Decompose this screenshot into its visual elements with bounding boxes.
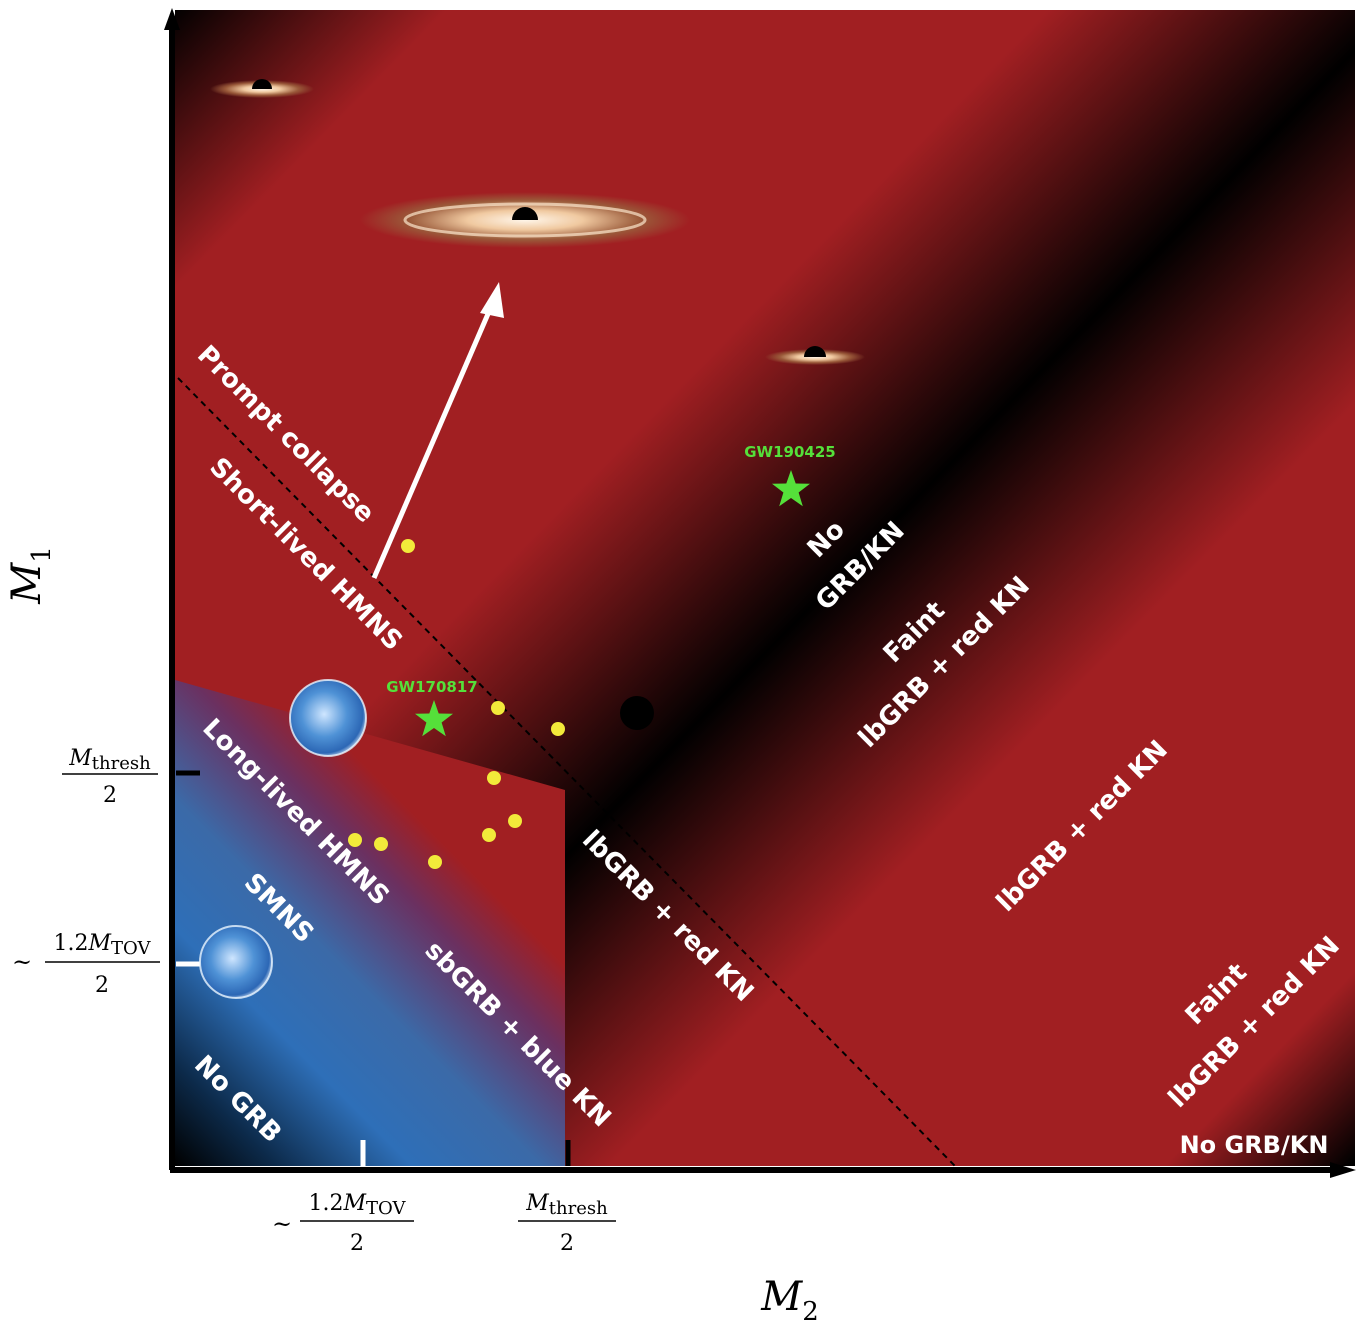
black-hole-icon <box>210 79 314 98</box>
y-tick-label-tov: ~ 1.2MTOV 2 <box>12 931 160 998</box>
svg-text:Mthresh: Mthresh <box>68 746 151 774</box>
y-axis-title: M1 <box>4 546 57 605</box>
collapse-arrow-icon <box>371 282 504 579</box>
gw170817-star-icon <box>415 700 453 737</box>
threshold-line <box>177 377 956 1167</box>
svg-text:2: 2 <box>95 973 109 998</box>
svg-text:2: 2 <box>560 1231 574 1256</box>
simulation-point <box>401 539 415 553</box>
y-axis <box>164 8 180 1170</box>
svg-text:1.2MTOV: 1.2MTOV <box>54 931 152 959</box>
svg-text:~: ~ <box>12 948 32 976</box>
simulation-point <box>348 833 362 847</box>
gw190425-label: GW190425 <box>744 443 835 461</box>
black-hole-icon <box>360 192 690 248</box>
no-grbkn-corner-label: No GRB/KN <box>1180 1131 1329 1159</box>
svg-text:~: ~ <box>272 1210 292 1238</box>
neutron-star-icon <box>289 679 367 757</box>
gw170817-label: GW170817 <box>386 678 477 696</box>
x-axis <box>170 1162 1356 1178</box>
neutron-star-icon <box>199 925 273 999</box>
x-tick-label-tov: ~ 1.2MTOV 2 <box>272 1191 414 1256</box>
simulation-point <box>551 722 565 736</box>
x-axis-title: M2 <box>760 1274 819 1327</box>
simulation-points <box>348 539 565 869</box>
x-tick-label-thresh: Mthresh 2 <box>518 1191 616 1256</box>
svg-text:1.2MTOV: 1.2MTOV <box>309 1191 407 1219</box>
simulation-point <box>491 701 505 715</box>
blue-region <box>175 680 565 1166</box>
svg-text:M2: M2 <box>760 1274 819 1327</box>
simulation-point <box>482 828 496 842</box>
svg-text:M1: M1 <box>4 546 57 605</box>
gw190425-star-icon <box>772 470 810 507</box>
black-hole-icon <box>765 346 865 365</box>
svg-text:2: 2 <box>103 783 117 808</box>
black-hole-icon <box>620 696 654 730</box>
y-tick-label-thresh: Mthresh 2 <box>62 746 158 808</box>
simulation-point <box>374 837 388 851</box>
simulation-point <box>428 855 442 869</box>
svg-text:Mthresh: Mthresh <box>525 1191 608 1219</box>
simulation-point <box>487 771 501 785</box>
svg-text:2: 2 <box>350 1231 364 1256</box>
simulation-point <box>508 814 522 828</box>
